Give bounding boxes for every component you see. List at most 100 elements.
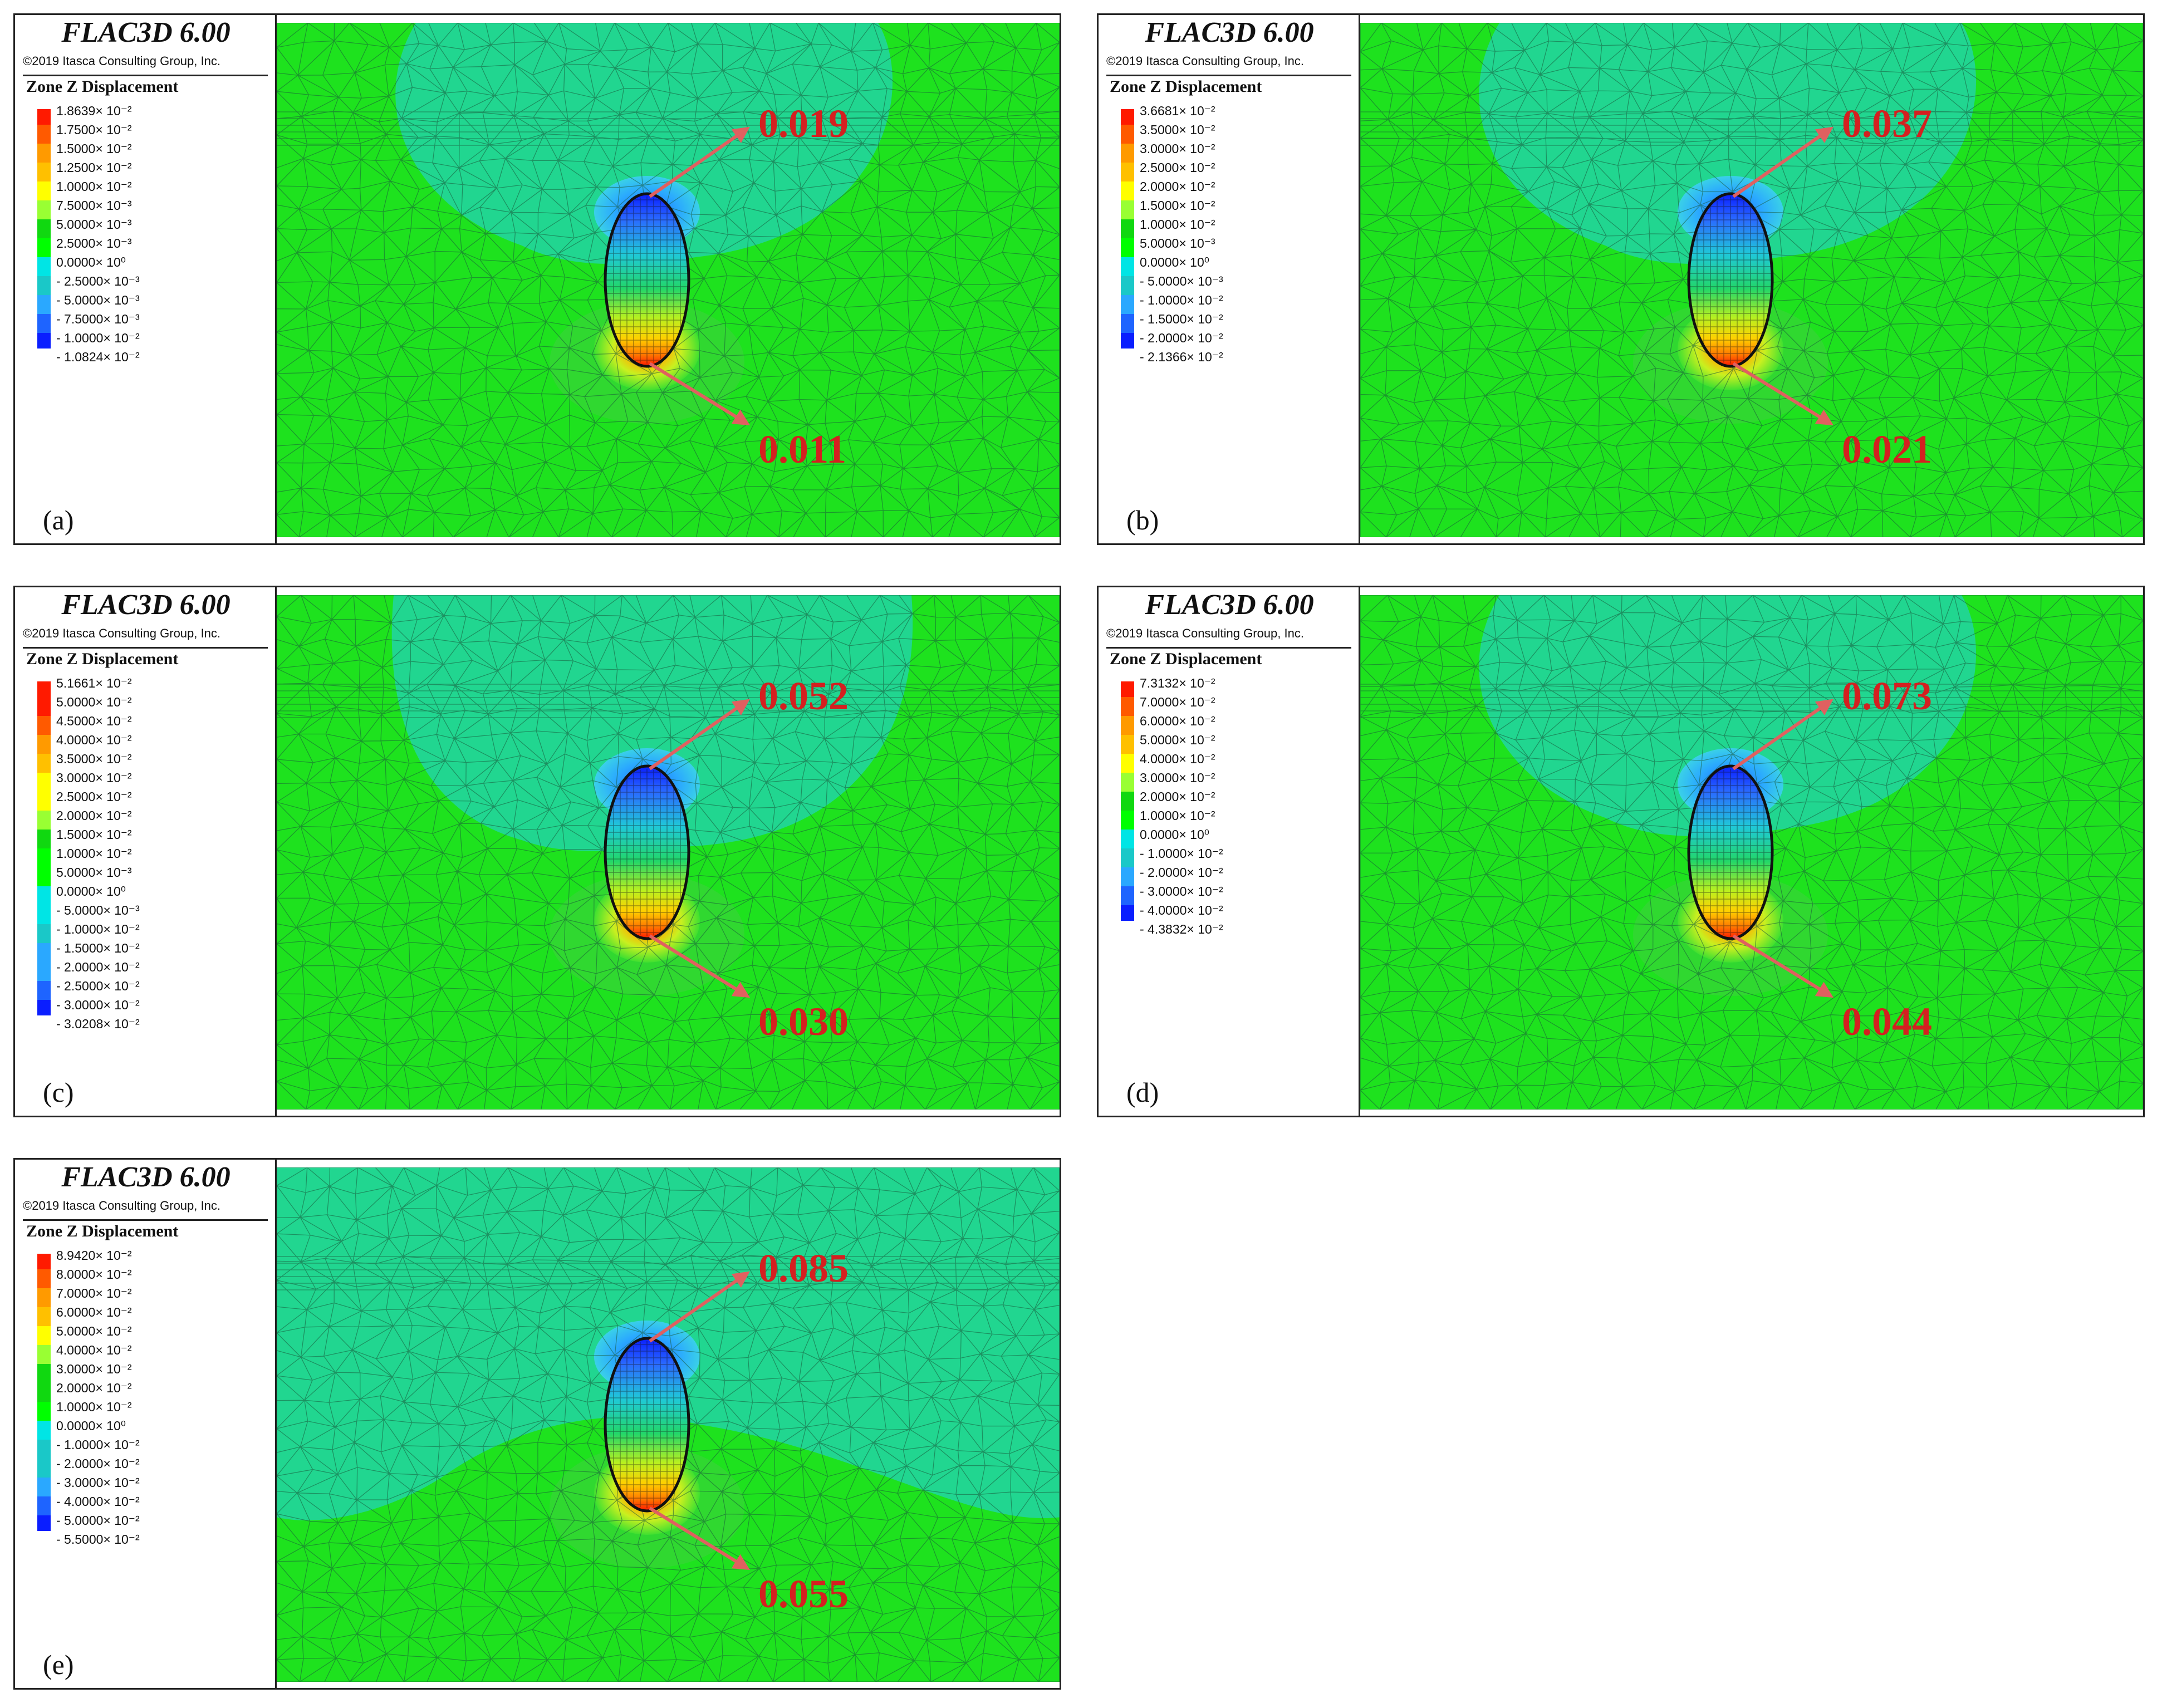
legend-label: - 7.5000× 10⁻³ [56,312,140,326]
color-swatch [37,163,51,181]
legend-divider [23,75,268,76]
legend-label: - 2.0000× 10⁻² [1140,331,1223,345]
legend-label: 1.0000× 10⁻² [56,179,132,194]
color-swatch [37,792,51,811]
color-swatch [37,144,51,163]
color-swatch [37,1326,51,1345]
legend-label: 5.0000× 10⁻³ [56,865,132,880]
legend-label: - 2.1366× 10⁻² [1140,350,1223,364]
legend-label: 2.0000× 10⁻² [56,1381,132,1395]
legend-label: 2.0000× 10⁻² [56,808,132,823]
contour-plot: 0.019 0.011 [277,23,1060,537]
color-swatch [1121,848,1134,867]
legend-label: 5.0000× 10⁻³ [1140,236,1215,251]
legend-label: 2.5000× 10⁻² [1140,160,1215,175]
legend-label: 4.0000× 10⁻² [56,733,132,747]
legend-label: - 5.0000× 10⁻³ [56,903,140,917]
legend-labels: 7.3132× 10⁻² 7.0000× 10⁻² 6.0000× 10⁻² 5.00… [1140,674,1223,939]
cavity-ellipse [1687,192,1774,368]
negative-displacement-region [391,595,913,851]
cavity-ellipse [604,192,690,368]
legend: FLAC3D 6.00 ©2019 Itasca Consulting Group… [15,15,277,543]
contour-plot: 0.073 0.044 [1360,595,2143,1110]
bottom-displacement-value: 0.011 [758,427,846,472]
color-swatch [37,924,51,943]
legend-label: - 1.0000× 10⁻² [56,1437,140,1452]
legend-label: - 5.0000× 10⁻³ [1140,274,1223,288]
legend-label: - 1.0000× 10⁻² [1140,293,1223,307]
legend-label: 1.8639× 10⁻² [56,104,132,118]
contour-plot: 0.085 0.055 [277,1167,1060,1682]
color-scale [1121,674,1134,921]
color-swatch [1121,681,1134,697]
legend-title: Zone Z Displacement [26,77,179,96]
top-arrow [649,1271,750,1343]
legend-label: 5.0000× 10⁻² [56,1324,132,1338]
legend-label: - 2.5000× 10⁻³ [56,274,140,288]
color-swatch [1121,811,1134,830]
color-swatch [1121,219,1134,238]
legend-label: 4.0000× 10⁻² [56,1343,132,1357]
legend-label: 8.9420× 10⁻² [56,1248,132,1263]
color-swatch [37,181,51,200]
legend-labels: 5.1661× 10⁻² 5.0000× 10⁻² 4.5000× 10⁻² 4.00… [56,674,140,1033]
cavity-mesh [1690,769,1771,936]
legend-divider [23,1219,268,1221]
mesh-lines [277,1167,1060,1682]
color-swatch [1121,144,1134,163]
legend-title: Zone Z Displacement [1110,650,1262,668]
mesh-lines [277,595,1060,1110]
legend-label: - 2.0000× 10⁻² [56,1456,140,1471]
color-swatch [1121,333,1134,349]
legend-label: 6.0000× 10⁻² [1140,714,1215,728]
legend-label: 0.0000× 10⁰ [1140,827,1209,842]
color-swatch [37,830,51,848]
color-swatch [37,276,51,295]
plot-area: 0.073 0.044 [1360,595,2143,1110]
bottom-arrow [649,934,751,998]
legend: FLAC3D 6.00 ©2019 Itasca Consulting Group… [15,1160,277,1688]
mesh-lines [277,23,1060,537]
negative-displacement-region [1479,23,1977,264]
color-swatch [37,314,51,333]
top-displacement-value: 0.073 [1842,674,1932,718]
legend-label: 1.5000× 10⁻² [56,827,132,842]
legend-title: Zone Z Displacement [26,650,179,668]
legend-label: - 3.0000× 10⁻² [56,998,140,1012]
color-swatch [37,943,51,962]
legend-label: 3.0000× 10⁻² [56,770,132,785]
color-swatch [37,716,51,735]
legend-label: - 4.3832× 10⁻² [1140,922,1223,936]
color-swatch [1121,735,1134,754]
legend-label: - 5.0000× 10⁻² [56,1513,140,1528]
color-swatch [37,1288,51,1307]
legend: FLAC3D 6.00 ©2019 Itasca Consulting Group… [1099,587,1360,1116]
color-swatch [1121,125,1134,144]
legend: FLAC3D 6.00 ©2019 Itasca Consulting Group… [1099,15,1360,543]
color-swatch [1121,257,1134,276]
legend-label: 6.0000× 10⁻² [56,1305,132,1319]
panel-label: (e) [43,1649,74,1680]
legend-label: 3.5000× 10⁻² [56,752,132,766]
contour-plot: 0.052 0.030 [277,595,1060,1110]
app-title: FLAC3D 6.00 [61,1161,231,1193]
legend-label: - 4.0000× 10⁻² [1140,903,1223,917]
color-swatch [1121,697,1134,716]
legend-label: 4.0000× 10⁻² [1140,752,1215,766]
legend-label: 1.0000× 10⁻² [1140,217,1215,232]
legend-label: - 2.0000× 10⁻² [56,960,140,974]
color-swatch [1121,109,1134,125]
plot-area: 0.085 0.055 [277,1167,1060,1682]
legend-label: 1.2500× 10⁻² [56,160,132,175]
color-swatch [37,200,51,219]
legend-label: - 1.5000× 10⁻² [56,941,140,955]
top-displacement-value: 0.019 [758,101,849,146]
color-swatch [37,811,51,830]
color-swatch [1121,792,1134,811]
legend-label: 5.0000× 10⁻² [56,695,132,709]
legend-label: 0.0000× 10⁰ [56,1419,126,1433]
legend-label: 3.0000× 10⁻² [1140,770,1215,785]
legend-labels: 1.8639× 10⁻² 1.7500× 10⁻² 1.5000× 10⁻² 1.25… [56,101,140,366]
panel-d: FLAC3D 6.00 ©2019 Itasca Consulting Group… [1097,586,2145,1117]
color-swatch [37,754,51,773]
